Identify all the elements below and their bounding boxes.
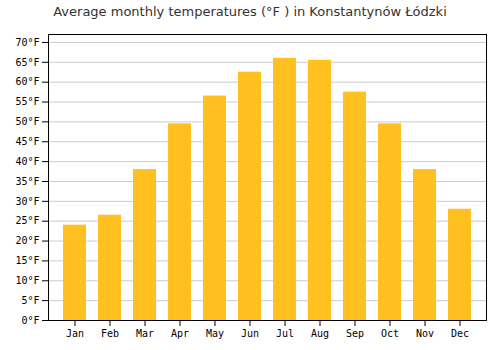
svg-text:0°F: 0°F (21, 315, 39, 326)
svg-text:Oct: Oct (381, 328, 399, 339)
svg-text:Sep: Sep (346, 328, 364, 339)
svg-text:60°F: 60°F (15, 76, 39, 87)
svg-text:Jan: Jan (66, 328, 84, 339)
svg-text:Feb: Feb (101, 328, 119, 339)
svg-text:10°F: 10°F (15, 275, 39, 286)
svg-text:35°F: 35°F (15, 176, 39, 187)
svg-text:65°F: 65°F (15, 57, 39, 68)
svg-text:45°F: 45°F (15, 136, 39, 147)
svg-text:Aug: Aug (311, 328, 329, 339)
html-text:Average monthly temperatures (: Average monthly temperatures (°F ) in Ko… (53, 4, 447, 19)
svg-text:5°F: 5°F (21, 295, 39, 306)
svg-text:15°F: 15°F (15, 255, 39, 266)
svg-text:Jul: Jul (276, 328, 294, 339)
svg-text:May: May (206, 328, 224, 339)
svg-text:Apr: Apr (171, 328, 189, 339)
svg-text:55°F: 55°F (15, 96, 39, 107)
svg-text:30°F: 30°F (15, 196, 39, 207)
svg-text:Dec: Dec (451, 328, 469, 339)
svg-text:Mar: Mar (136, 328, 154, 339)
svg-text:40°F: 40°F (15, 156, 39, 167)
svg-text:50°F: 50°F (15, 116, 39, 127)
svg-text:20°F: 20°F (15, 235, 39, 246)
svg-text:25°F: 25°F (15, 215, 39, 226)
svg-text:70°F: 70°F (15, 37, 39, 48)
svg-text:Jun: Jun (241, 328, 259, 339)
svg-text:Nov: Nov (416, 328, 434, 339)
